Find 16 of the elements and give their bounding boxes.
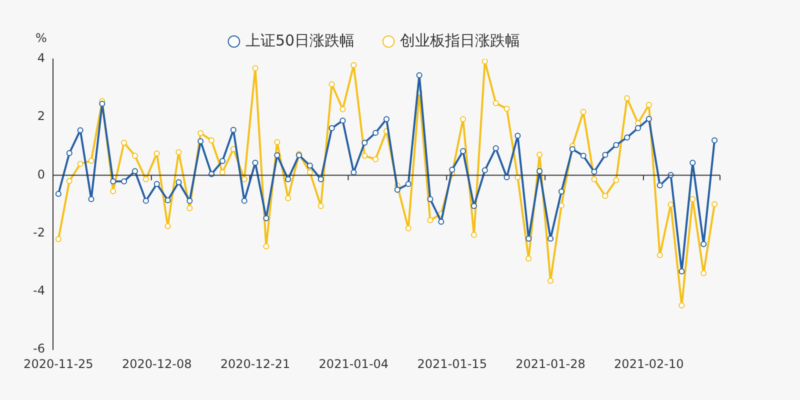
x-tick-label: 2021-02-10 (614, 356, 684, 371)
legend-label: 创业板指日涨跌幅 (400, 31, 520, 50)
x-tick-label: 2021-01-15 (417, 356, 487, 371)
y-tick-label: 0 (37, 167, 45, 182)
y-tick-label: -2 (32, 225, 45, 240)
y-tick-label: 2 (37, 109, 45, 124)
x-tick-label: 2020-11-25 (24, 356, 94, 371)
x-tick-label: 2021-01-04 (318, 356, 389, 371)
x-tick-label: 2021-01-28 (516, 356, 586, 371)
y-tick-label: 4 (37, 51, 45, 66)
x-tick-label: 2020-12-08 (122, 356, 192, 371)
y-axis-title: % (36, 31, 47, 46)
y-tick-label: -4 (32, 284, 45, 298)
legend-label: 上证50日涨跌幅 (245, 31, 355, 50)
y-tick-label: -6 (32, 342, 45, 356)
x-tick-label: 2020-12-21 (220, 356, 290, 371)
